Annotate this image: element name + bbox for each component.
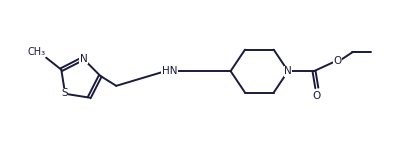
Text: O: O (313, 92, 321, 102)
Text: N: N (284, 66, 292, 76)
Text: CH₃: CH₃ (27, 47, 45, 57)
Text: N: N (79, 54, 87, 64)
Text: HN: HN (162, 66, 177, 76)
Text: O: O (334, 56, 342, 66)
Text: S: S (61, 88, 68, 98)
